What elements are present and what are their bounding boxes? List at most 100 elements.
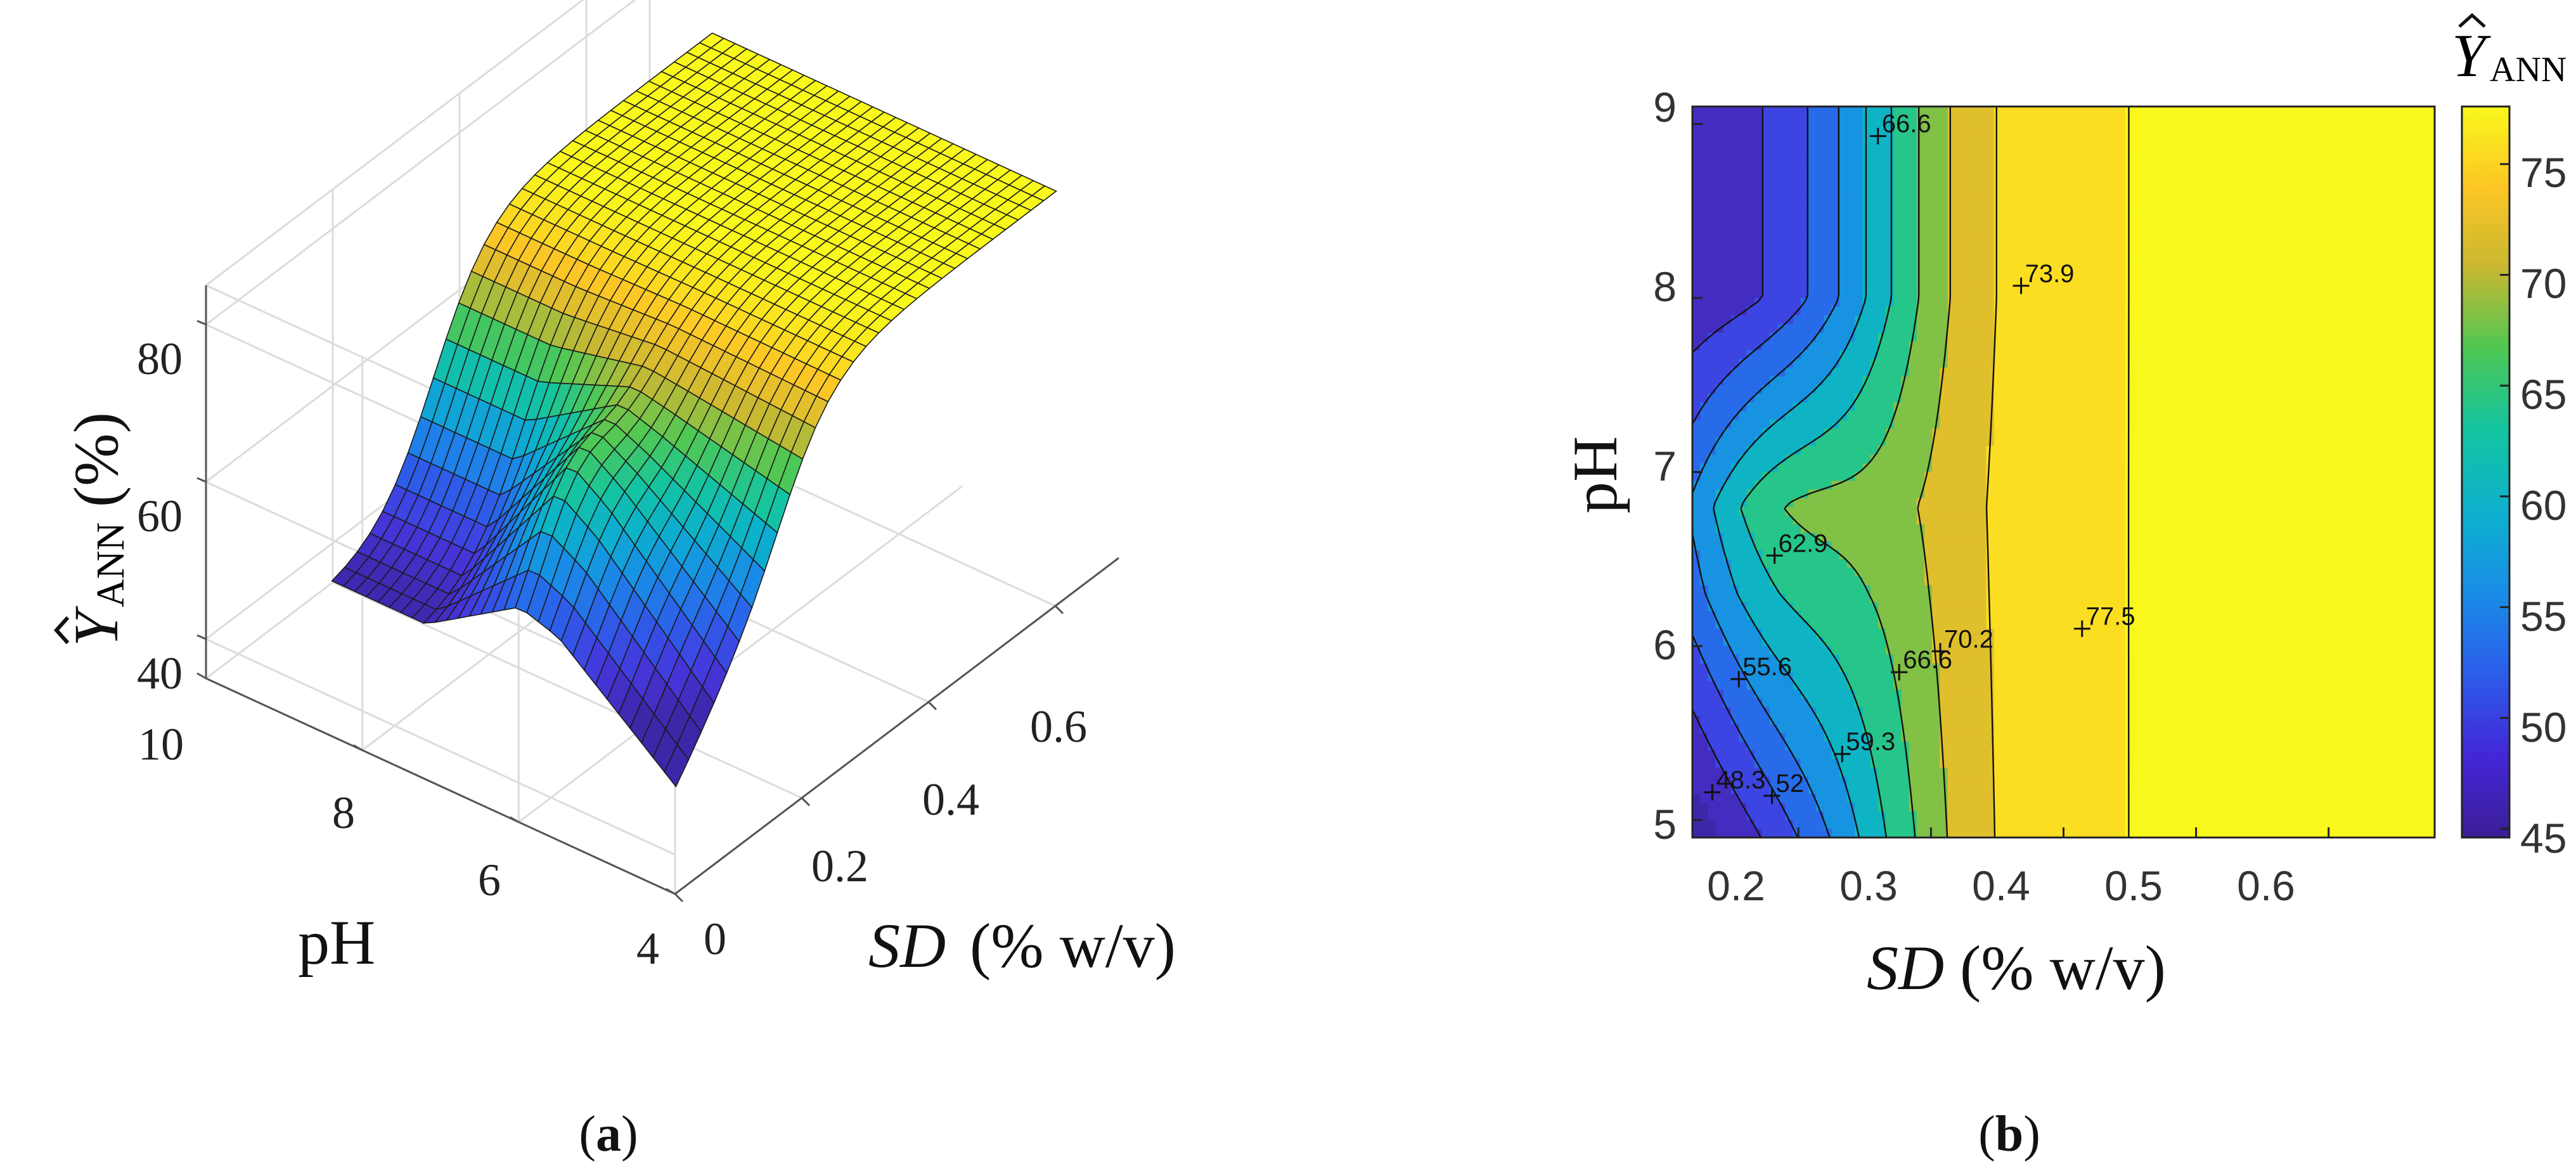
- contour-cell: [1816, 150, 1825, 160]
- contour-cell: [1730, 733, 1739, 742]
- contour-cell: [1978, 689, 1987, 699]
- contour-cell: [1700, 498, 1709, 508]
- contour-cell: [1909, 150, 1917, 160]
- contour-cell: [1971, 411, 1980, 420]
- contour-cell: [1730, 332, 1739, 342]
- contour-cell: [2056, 385, 2064, 394]
- contour-cell: [1831, 768, 1840, 777]
- contour-cell: [1870, 115, 1879, 125]
- contour-cell: [2025, 402, 2033, 412]
- contour-cell: [1730, 707, 1739, 716]
- contour-cell: [2032, 115, 2041, 125]
- contour-cell: [1978, 159, 1987, 168]
- contour-cell: [1893, 820, 1902, 830]
- contour-cell: [1808, 402, 1817, 412]
- contour-cell: [2040, 420, 2049, 429]
- contour-cell: [1986, 455, 1995, 464]
- contour-cell: [1940, 420, 1948, 429]
- contour-cell: [1808, 750, 1817, 760]
- contour-cell: [2040, 455, 2049, 464]
- contour-cell: [1777, 593, 1786, 604]
- contour-cell: [1723, 541, 1732, 551]
- contour-cell: [1870, 193, 1879, 203]
- contour-cell: [1777, 159, 1786, 168]
- contour-cell: [1777, 115, 1786, 125]
- contour-cell: [1885, 507, 1894, 516]
- contour-cell: [1978, 202, 1987, 212]
- contour-cell: [1769, 315, 1778, 325]
- contour-cell: [1730, 715, 1739, 725]
- contour-cell: [2001, 184, 2010, 195]
- contour-cell: [1877, 785, 1886, 795]
- contour-cell: [1808, 184, 1817, 195]
- contour-cell: [1839, 133, 1848, 142]
- contour-cell: [1901, 289, 1910, 299]
- contour-cell: [1870, 245, 1879, 256]
- contour-cell: [1978, 533, 1987, 543]
- contour-cell: [1754, 289, 1763, 299]
- contour-cell: [1846, 193, 1855, 203]
- contour-cell: [1862, 680, 1871, 690]
- contour-cell: [1761, 498, 1770, 508]
- contour-cell: [1761, 437, 1770, 447]
- contour-cell: [1924, 637, 1933, 647]
- contour-cell: [1769, 829, 1778, 838]
- z-tick-label: 60: [137, 491, 183, 541]
- contour-cell: [2040, 689, 2049, 699]
- contour-cell: [1924, 193, 1933, 203]
- contour-cell: [1692, 332, 1701, 342]
- contour-cell: [1924, 646, 1933, 656]
- contour-cell: [1754, 680, 1763, 690]
- z-axis-tick: [196, 477, 207, 483]
- contour-cell: [2040, 637, 2049, 647]
- contour-cell: [1708, 472, 1716, 482]
- contour-cell: [1777, 533, 1786, 543]
- contour-cell: [1754, 420, 1763, 429]
- contour-cell: [1909, 515, 1917, 525]
- contour-cell: [1800, 245, 1809, 256]
- contour-cell: [1855, 768, 1864, 777]
- contour-cell: [1924, 159, 1933, 168]
- contour-cell: [2017, 367, 2026, 377]
- contour-cell: [1855, 184, 1864, 195]
- contour-cell: [1916, 437, 1925, 447]
- contour-cell: [1754, 332, 1763, 342]
- contour-cell: [2017, 184, 2026, 195]
- contour-cell: [1947, 332, 1956, 342]
- contour-cell: [2048, 420, 2057, 429]
- contour-cell: [1700, 420, 1709, 429]
- contour-cell: [2025, 376, 2033, 386]
- contour-cell: [1962, 280, 1971, 290]
- contour-cell: [1877, 733, 1886, 742]
- contour-cell: [1708, 489, 1716, 499]
- contour-cell: [1831, 663, 1840, 673]
- contour-cell: [2025, 193, 2033, 203]
- contour-cell: [1785, 228, 1794, 238]
- contour-cell: [2056, 184, 2064, 195]
- contour-cell: [1723, 619, 1732, 630]
- contour-cell: [2009, 593, 2018, 604]
- contour-cell: [1800, 541, 1809, 551]
- contour-cell: [1916, 654, 1925, 664]
- contour-cell: [1746, 602, 1755, 612]
- contour-cell: [1730, 428, 1739, 438]
- contour-cell: [1870, 402, 1879, 412]
- contour-cell: [1754, 733, 1763, 742]
- contour-cell: [1800, 411, 1809, 420]
- contour-cell: [2032, 776, 2041, 786]
- contour-cell: [1777, 393, 1786, 403]
- contour-cell: [2017, 593, 2026, 604]
- contour-cell: [1855, 515, 1864, 525]
- contour-cell: [1986, 820, 1995, 830]
- contour-cell: [1777, 524, 1786, 534]
- contour-cell: [2040, 411, 2049, 420]
- contour-cell: [2032, 228, 2041, 238]
- contour-cell: [1962, 115, 1971, 125]
- contour-cell: [1846, 567, 1855, 578]
- contour-cell: [1761, 507, 1770, 516]
- contour-cell: [1993, 759, 2002, 768]
- contour-cell: [1816, 124, 1825, 133]
- contour-cell: [1793, 385, 1801, 394]
- contour-cell: [1785, 585, 1794, 595]
- contour-cell: [1739, 219, 1748, 229]
